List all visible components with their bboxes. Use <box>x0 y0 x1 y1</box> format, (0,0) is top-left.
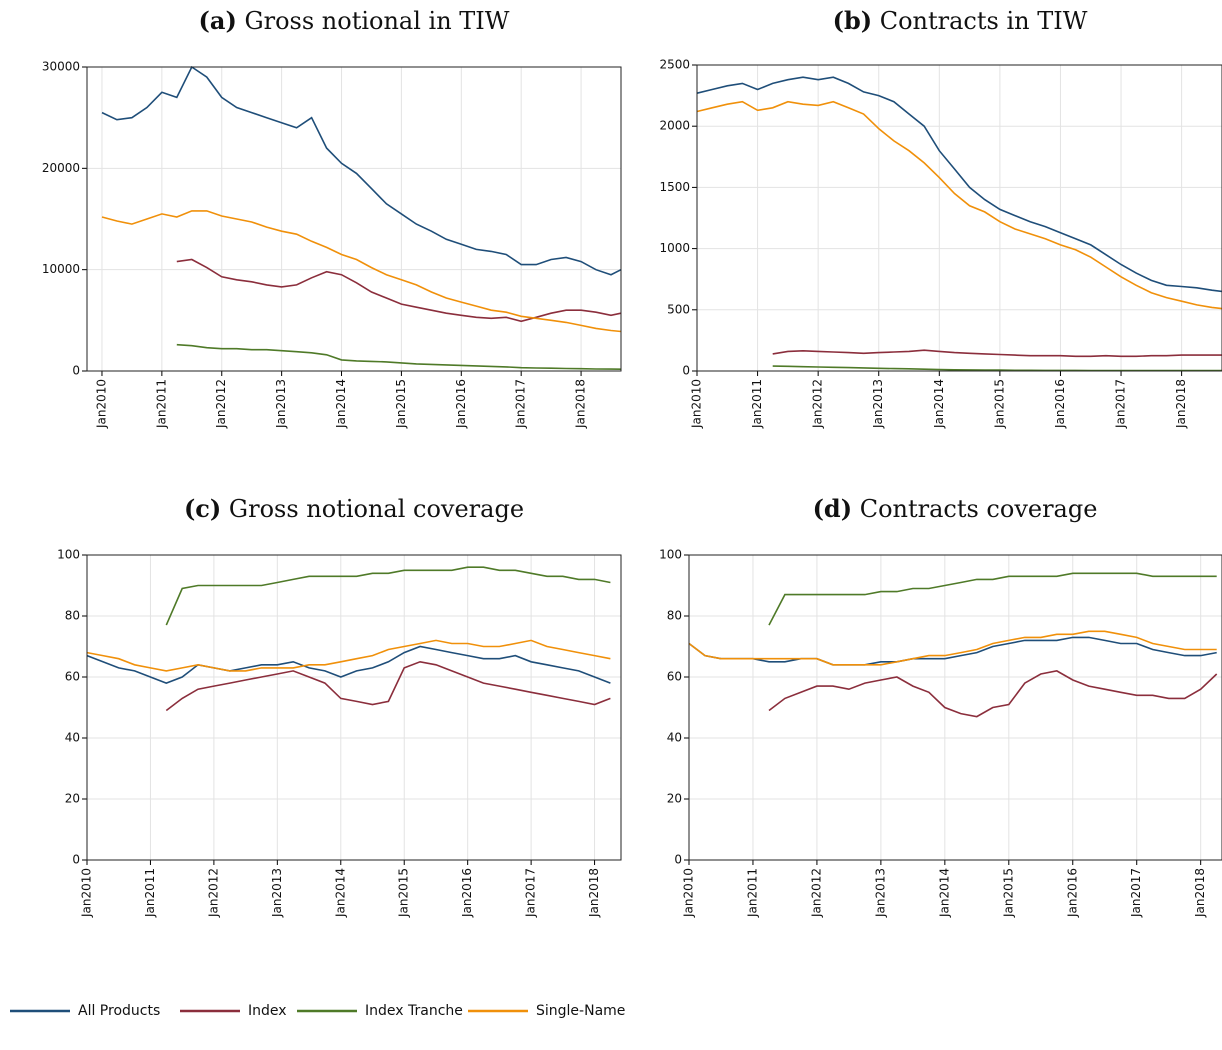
x-tick-label: Jan2012 <box>214 379 228 429</box>
x-tick-label: Jan2010 <box>94 379 108 429</box>
panel-label: (d) <box>813 494 853 523</box>
panel-title: (c) Gross notional coverage <box>184 494 524 523</box>
legend-label: Single-Name <box>536 1003 625 1019</box>
x-tick-label: Jan2010 <box>682 868 696 918</box>
y-tick-label: 20 <box>667 792 682 806</box>
x-tick-label: Jan2016 <box>1065 868 1079 918</box>
x-tick-label: Jan2012 <box>809 868 823 918</box>
series-line <box>101 65 622 276</box>
x-tick-label: Jan2017 <box>524 868 538 918</box>
series-line <box>772 365 1222 372</box>
y-tick-label: 100 <box>659 548 682 562</box>
series-line <box>176 343 622 370</box>
series-line <box>165 660 611 712</box>
y-tick-label: 0 <box>674 853 682 867</box>
series-line <box>86 645 611 684</box>
x-tick-label: Jan2016 <box>1053 379 1067 429</box>
x-tick-label: Jan2013 <box>873 868 887 918</box>
plot-frame <box>86 554 622 861</box>
y-tick-label: 2500 <box>659 58 690 72</box>
y-tick-label: 0 <box>72 853 80 867</box>
series-line <box>772 349 1222 358</box>
y-tick-label: 80 <box>667 609 682 623</box>
x-tick-label: Jan2018 <box>574 379 588 429</box>
y-tick-label: 0 <box>72 364 80 378</box>
x-tick-label: Jan2010 <box>80 868 94 918</box>
x-tick-label: Jan2013 <box>274 379 288 429</box>
x-tick-label: Jan2011 <box>745 868 759 918</box>
x-tick-label: Jan2017 <box>1114 379 1128 429</box>
x-tick-label: Jan2011 <box>154 379 168 429</box>
y-tick-label: 80 <box>65 609 80 623</box>
series-line <box>696 76 1222 293</box>
plot-frame <box>696 64 1222 372</box>
y-tick-label: 20 <box>65 792 80 806</box>
x-tick-label: Jan2014 <box>333 868 347 918</box>
x-tick-label: Jan2018 <box>1174 379 1188 429</box>
series-line <box>688 630 1217 666</box>
y-tick-label: 60 <box>667 670 682 684</box>
x-tick-label: Jan2014 <box>932 379 946 429</box>
x-tick-label: Jan2010 <box>690 379 704 429</box>
plot-frame <box>688 554 1222 861</box>
x-tick-label: Jan2013 <box>871 379 885 429</box>
x-tick-label: Jan2013 <box>270 868 284 918</box>
series-line <box>768 670 1218 718</box>
series-line <box>688 636 1217 666</box>
legend-label: Index <box>248 1003 287 1019</box>
panel-title-text: Contracts in TIW <box>880 7 1088 35</box>
y-tick-label: 10000 <box>42 262 80 276</box>
x-tick-label: Jan2015 <box>1001 868 1015 918</box>
y-tick-label: 60 <box>65 670 80 684</box>
x-tick-label: Jan2011 <box>750 379 764 429</box>
y-tick-label: 20000 <box>42 161 80 175</box>
x-tick-label: Jan2014 <box>937 868 951 918</box>
x-tick-label: Jan2017 <box>1129 868 1143 918</box>
y-tick-label: 1000 <box>659 241 690 255</box>
series-line <box>86 639 611 672</box>
panel-label: (b) <box>833 6 873 35</box>
x-tick-label: Jan2014 <box>334 379 348 429</box>
x-tick-label: Jan2017 <box>514 379 528 429</box>
panel-label: (a) <box>199 6 237 35</box>
y-tick-label: 30000 <box>42 60 80 74</box>
series-line <box>768 572 1217 626</box>
panel-title: (d) Contracts coverage <box>813 494 1098 523</box>
panel-title-text: Gross notional in TIW <box>244 7 509 35</box>
x-tick-label: Jan2012 <box>206 868 220 918</box>
panel-label: (c) <box>184 494 221 523</box>
y-tick-label: 0 <box>682 364 690 378</box>
legend-label: Index Tranche <box>365 1003 463 1019</box>
plot-frame <box>86 66 622 372</box>
y-tick-label: 2000 <box>659 119 690 133</box>
x-tick-label: Jan2012 <box>811 379 825 429</box>
x-tick-label: Jan2015 <box>397 868 411 918</box>
y-tick-label: 1500 <box>659 180 690 194</box>
panel-title: (a) Gross notional in TIW <box>199 6 510 35</box>
y-tick-label: 100 <box>57 548 80 562</box>
x-tick-label: Jan2015 <box>992 379 1006 429</box>
panel-title-text: Contracts coverage <box>860 495 1098 523</box>
x-tick-label: Jan2015 <box>394 379 408 429</box>
x-tick-label: Jan2018 <box>1193 868 1207 918</box>
series-line <box>165 566 611 626</box>
y-tick-label: 40 <box>65 731 80 745</box>
panel-title-text: Gross notional coverage <box>229 495 524 523</box>
y-tick-label: 40 <box>667 731 682 745</box>
series-line <box>696 100 1222 310</box>
y-tick-label: 500 <box>667 302 690 316</box>
series-line <box>101 210 622 333</box>
x-tick-label: Jan2011 <box>143 868 157 918</box>
x-tick-label: Jan2016 <box>460 868 474 918</box>
x-tick-label: Jan2016 <box>454 379 468 429</box>
panel-title: (b) Contracts in TIW <box>833 6 1088 35</box>
x-tick-label: Jan2018 <box>587 868 601 918</box>
series-line <box>176 258 622 323</box>
legend-label: All Products <box>78 1003 160 1019</box>
